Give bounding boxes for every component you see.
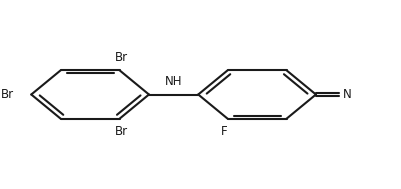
Text: Br: Br: [115, 125, 128, 138]
Text: N: N: [342, 88, 351, 101]
Text: NH: NH: [165, 75, 182, 88]
Text: F: F: [221, 125, 227, 138]
Text: Br: Br: [1, 88, 14, 101]
Text: Br: Br: [115, 51, 128, 64]
